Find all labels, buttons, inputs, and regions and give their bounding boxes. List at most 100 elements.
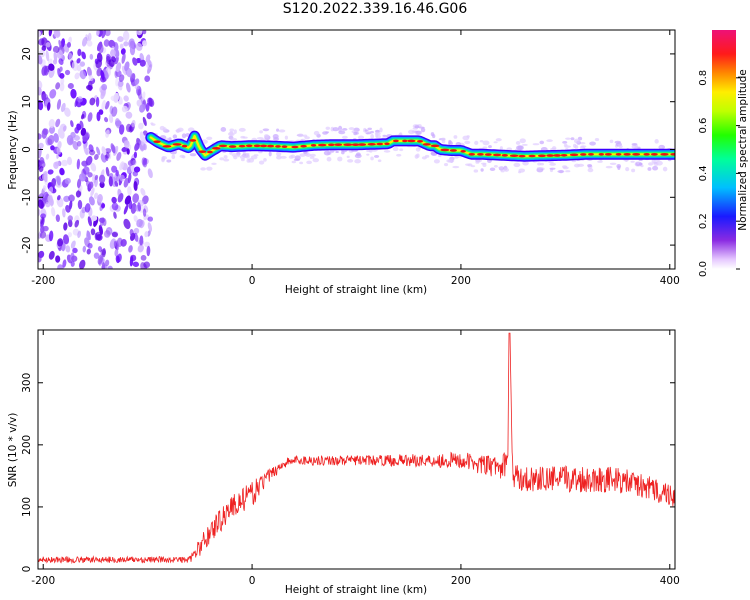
noise-speckle [104,117,109,123]
noise-speckle [62,234,70,245]
noise-speckle [74,219,80,228]
noise-speckle [141,157,148,168]
ridge-halo-speckle [516,145,523,151]
ridge-halo-speckle [565,170,571,173]
noise-speckle [81,160,88,167]
noise-speckle [129,45,136,56]
ridge-halo-speckle [609,162,617,166]
noise-speckle [117,36,124,43]
noise-speckle [77,230,82,239]
noise-speckle [135,30,143,36]
noise-speckle [114,56,119,65]
noise-speckle [96,111,101,122]
noise-speckle [66,42,71,48]
noise-speckle [38,147,42,159]
ridge-peak [212,147,221,150]
colorbar-tick-label: 0.0 [698,261,709,277]
noise-speckle [125,67,133,78]
noise-speckle [115,62,122,73]
ridge-halo-speckle [652,165,659,171]
ridge-halo-speckle [206,136,213,140]
noise-speckle [90,228,96,236]
ridge-peak [588,152,594,156]
noise-speckle [70,88,77,99]
noise-speckle [98,43,104,54]
ridge-halo-speckle [532,143,540,146]
noise-speckle [115,240,119,251]
ridge-halo-speckle [383,150,391,153]
noise-speckle [108,59,115,67]
noise-speckle [56,146,62,155]
noise-speckle [133,151,138,159]
noise-speckle [109,238,117,249]
ridge-halo-speckle [589,141,596,146]
ridge-halo-speckle [326,156,332,162]
ridge-peak [598,152,605,156]
noise-speckle [127,186,132,196]
noise-speckle [42,185,47,192]
ridge-halo-speckle [272,134,279,139]
ridge-peak [328,143,335,147]
ridge-halo-speckle [399,148,404,152]
ridge-peak [449,149,457,152]
spectrogram-data [38,30,675,269]
ridge-halo-speckle [294,155,301,161]
ridge-halo-speckle [168,137,172,142]
noise-speckle [67,83,74,89]
ridge-halo-speckle [220,126,227,132]
noise-speckle [39,216,44,225]
noise-speckle [93,192,99,200]
snr-panel: -200 0 200 400 0 100 200 300 SNR (10 * v/v) Hei… [7,329,680,596]
snr-x-label: Height of straight line (km) [285,584,427,596]
noise-speckle [146,60,153,70]
ridge-peak [468,152,475,156]
noise-speckle [50,145,55,151]
noise-speckle [113,145,119,156]
noise-speckle [74,127,79,134]
noise-speckle [63,222,68,231]
ridge-peak [291,145,299,149]
noise-speckle [140,254,147,261]
ridge-halo-speckle [354,153,362,159]
noise-speckle [97,254,104,265]
noise-speckle [123,41,129,47]
ridge-halo-speckle [482,146,488,150]
noise-speckle [137,89,142,100]
noise-speckle [55,255,61,263]
noise-speckle [111,202,119,211]
ridge-halo-speckle [651,159,656,164]
noise-speckle [123,204,129,215]
noise-speckle [38,99,44,111]
ridge-peak [253,144,261,148]
ridge-halo-speckle [605,165,613,169]
noise-speckle [47,169,54,175]
noise-speckle [125,111,133,119]
noise-speckle [56,98,62,110]
ridge-halo-speckle [229,128,235,132]
noise-speckle [144,75,151,83]
ridge-peak [402,139,408,143]
ridge-halo-speckle [187,127,195,132]
noise-speckle [65,204,71,213]
noise-speckle [108,39,116,49]
noise-speckle [133,232,139,242]
noise-speckle [115,118,121,129]
ridge-peak [181,144,188,148]
ridge-halo-speckle [408,129,415,135]
ridge-halo-speckle [597,160,603,163]
ridge-halo-speckle [379,127,383,133]
noise-speckle [114,180,119,187]
noise-speckle [79,259,86,269]
ridge-peak [604,152,612,156]
ridge-halo-speckle [200,167,206,171]
noise-speckle [132,159,137,166]
noise-speckle [118,74,125,82]
ridge-peak [430,144,440,148]
noise-speckle [104,100,110,110]
noise-speckle [99,217,105,228]
noise-speckle [119,161,125,171]
noise-speckle [70,261,75,267]
noise-speckle [84,203,91,213]
ridge-halo-speckle [291,160,297,164]
ridge-halo-speckle [325,126,331,130]
